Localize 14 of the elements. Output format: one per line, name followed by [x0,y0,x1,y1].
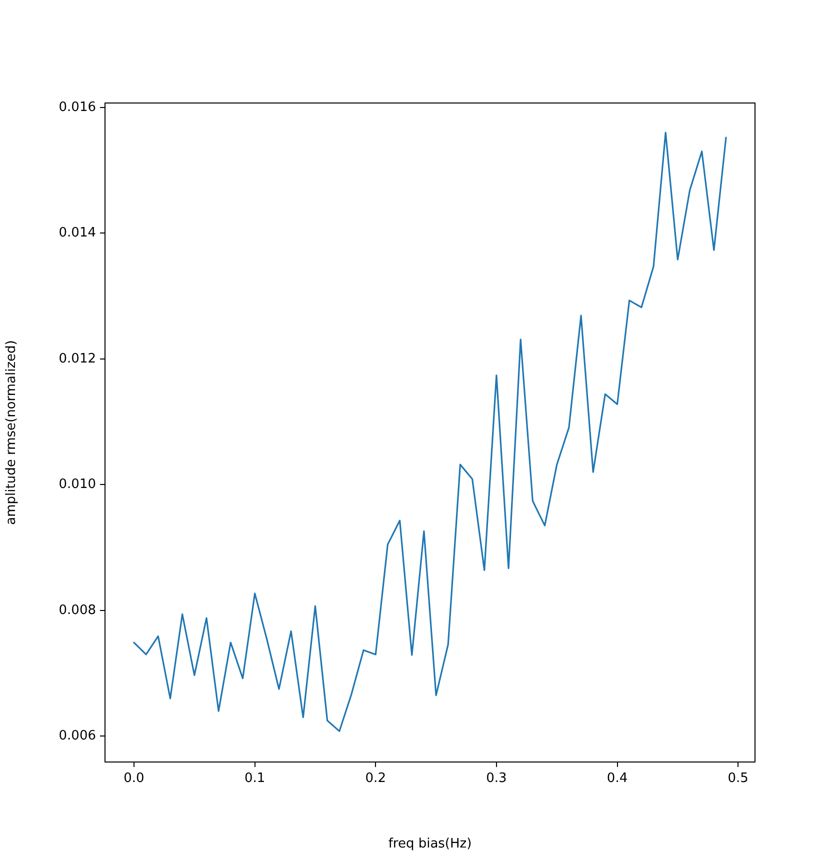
x-tick-label: 0.2 [365,771,386,786]
x-axis-title: freq bias(Hz) [388,836,472,852]
y-tick-label: 0.008 [58,602,96,618]
x-tick-label: 0.4 [606,771,628,786]
x-tick-label: 0.1 [244,771,266,786]
x-tick-label: 0.3 [486,771,507,786]
y-tick-label: 0.010 [58,477,96,492]
y-axis-title: amplitude rmse(normalized) [4,340,20,525]
y-tick-label: 0.014 [58,226,96,241]
x-tick-label: 0.5 [728,771,748,786]
y-tick-label: 0.012 [58,351,96,366]
y-tick-label: 0.016 [58,100,96,115]
x-tick-label: 0.0 [124,771,144,786]
y-tick-label: 0.006 [58,728,96,744]
